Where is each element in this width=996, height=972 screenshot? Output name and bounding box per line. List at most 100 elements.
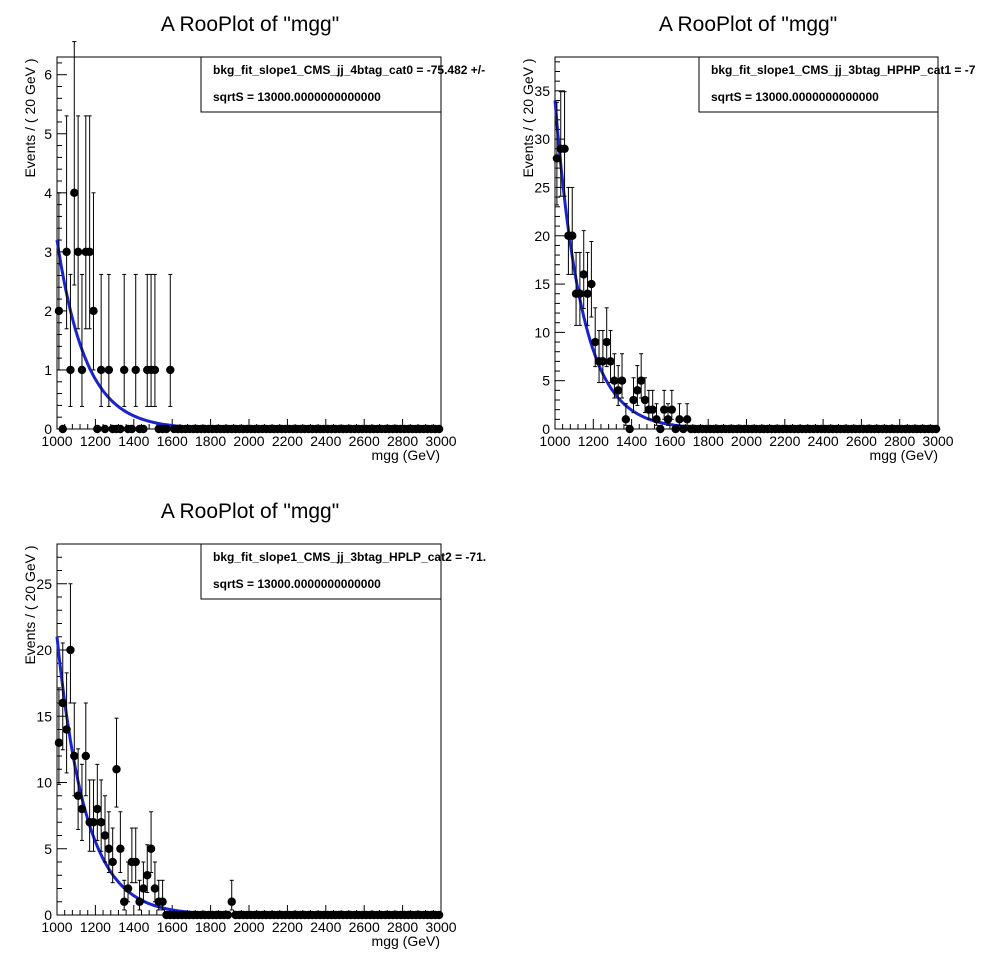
data-marker xyxy=(162,424,171,434)
data-point xyxy=(150,861,160,903)
data-marker xyxy=(682,415,692,424)
data-point xyxy=(158,879,167,911)
data-point xyxy=(96,273,106,407)
y-axis-label: Events / ( 20 GeV ) xyxy=(520,58,536,177)
data-point xyxy=(104,273,114,407)
data-marker xyxy=(659,405,669,414)
x-tick-label: 1200 xyxy=(578,433,609,449)
data-point xyxy=(552,101,562,206)
fit-curve xyxy=(55,239,211,430)
data-point xyxy=(70,41,79,286)
data-point xyxy=(613,365,623,406)
data-marker xyxy=(568,231,577,240)
x-tick-label: 1800 xyxy=(195,433,226,449)
data-marker xyxy=(663,415,673,424)
data-marker xyxy=(81,751,91,761)
x-axis-label: mgg (GeV) xyxy=(870,447,938,463)
y-tick-label: 0 xyxy=(542,421,550,437)
x-tick-label: 1600 xyxy=(654,433,685,449)
data-marker xyxy=(100,424,110,434)
data-marker xyxy=(166,365,175,375)
legend-sqrts: sqrtS = 13000.0000000000000 xyxy=(213,90,381,104)
data-point xyxy=(434,910,444,920)
data-point xyxy=(434,424,444,434)
x-tick-label: 3000 xyxy=(425,433,456,449)
data-marker xyxy=(640,395,650,405)
x-tick-label: 3000 xyxy=(425,919,456,935)
data-marker xyxy=(575,289,585,298)
data-point xyxy=(675,403,684,426)
data-point xyxy=(162,424,171,434)
plot-area: 1000 1200 1400 1600 1800 2000 2200 2400 2600 2800… xyxy=(36,543,457,935)
data-marker xyxy=(96,365,106,375)
data-point xyxy=(223,910,233,920)
rooplot-panel-3btag-hphp-cat1: A RooPlot of "mgg" Events / ( 20 GeV ) m… xyxy=(520,13,976,463)
x-tick-label: 2200 xyxy=(272,433,303,449)
data-point xyxy=(123,861,133,903)
data-point xyxy=(640,377,650,414)
data-marker xyxy=(617,376,627,385)
data-point xyxy=(116,811,125,873)
x-tick-label: 1800 xyxy=(693,433,724,449)
x-tick-label: 2200 xyxy=(272,919,303,935)
data-marker xyxy=(583,289,592,298)
y-tick-label: 25 xyxy=(36,576,52,592)
y-tick-label: 20 xyxy=(534,228,550,244)
x-tick-label: 2400 xyxy=(310,433,341,449)
y-tick-label: 1 xyxy=(44,362,52,378)
x-tick-label: 1400 xyxy=(118,433,149,449)
x-tick-label: 2000 xyxy=(731,433,762,449)
y-axis-label: Events / ( 20 GeV ) xyxy=(22,58,38,177)
data-point xyxy=(591,307,600,368)
data-point xyxy=(602,307,611,368)
data-marker xyxy=(120,365,129,375)
data-marker xyxy=(54,738,64,747)
data-point xyxy=(135,879,144,911)
data-point xyxy=(66,273,75,407)
y-axis-label: Events / ( 20 GeV ) xyxy=(22,545,38,664)
x-tick-label: 2800 xyxy=(387,919,418,935)
data-point xyxy=(633,365,642,406)
data-point xyxy=(100,795,110,863)
data-marker xyxy=(621,415,631,424)
rooplot-panel-4btag-cat0: A RooPlot of "mgg" Events / ( 20 GeV ) m… xyxy=(22,13,485,463)
data-marker xyxy=(602,337,611,347)
y-tick-label: 25 xyxy=(534,179,550,195)
data-marker xyxy=(112,765,121,774)
data-marker xyxy=(62,247,71,257)
y-tick-label: 20 xyxy=(36,642,52,658)
data-marker xyxy=(104,365,114,375)
fit-curve xyxy=(553,100,709,430)
data-marker xyxy=(108,857,117,867)
data-marker xyxy=(636,376,646,385)
data-marker xyxy=(89,306,98,316)
data-point xyxy=(143,273,152,407)
data-marker xyxy=(552,154,562,163)
x-tick-label: 1600 xyxy=(157,919,188,935)
data-marker xyxy=(675,415,684,424)
data-point xyxy=(679,424,688,434)
data-marker xyxy=(93,804,102,814)
data-marker xyxy=(587,279,596,289)
plot-title: A RooPlot of "mgg" xyxy=(161,500,339,523)
data-marker xyxy=(120,897,129,906)
data-marker xyxy=(62,725,71,734)
data-point xyxy=(671,424,680,434)
data-marker xyxy=(227,897,236,906)
x-tick-label: 2200 xyxy=(769,433,800,449)
y-tick-label: 30 xyxy=(534,131,550,147)
data-point xyxy=(58,642,67,751)
data-marker xyxy=(606,357,615,366)
data-point xyxy=(89,192,98,371)
x-tick-label: 2600 xyxy=(349,919,380,935)
data-marker xyxy=(127,424,137,434)
data-point xyxy=(120,879,129,911)
data-marker xyxy=(560,144,569,153)
data-marker xyxy=(116,844,125,853)
x-tick-label: 2800 xyxy=(884,433,915,449)
data-point xyxy=(127,827,137,884)
plot-area: 1000 1200 1400 1600 1800 2000 2200 2400 2600 2800… xyxy=(534,56,954,449)
data-point xyxy=(81,115,91,330)
data-point xyxy=(146,273,156,407)
